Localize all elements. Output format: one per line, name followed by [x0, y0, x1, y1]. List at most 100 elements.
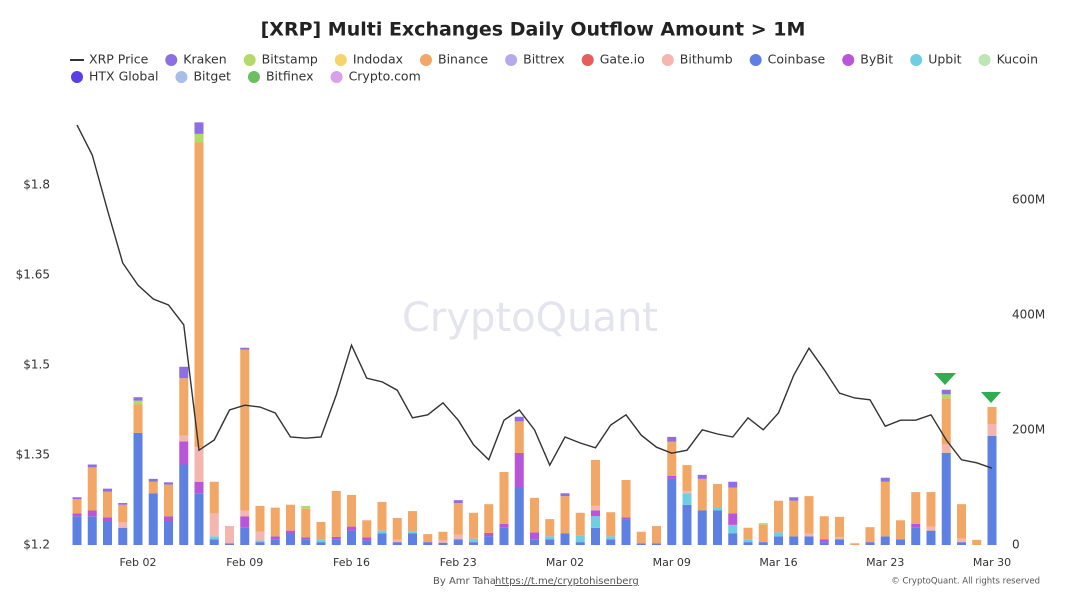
bar-segment — [514, 452, 524, 488]
bar-segment — [316, 539, 326, 543]
bar-segment — [194, 447, 204, 482]
bar-segment — [103, 521, 112, 545]
bar-segment — [591, 505, 600, 511]
bar-segment — [621, 517, 631, 520]
credit-link[interactable]: https://t.me/cryptohisenberg — [495, 576, 639, 587]
x-tick-label: Feb 16 — [333, 556, 370, 569]
bar-segment — [118, 503, 128, 505]
legend-label: Crypto.com — [349, 69, 421, 84]
bar-segment — [697, 510, 707, 545]
legend-swatch — [243, 54, 256, 66]
bar-segment — [103, 517, 112, 522]
bar-segment — [331, 490, 341, 537]
bar-segment — [560, 493, 570, 497]
bar-segment — [362, 537, 372, 541]
bar-segment — [667, 436, 677, 442]
bar-segment — [606, 539, 616, 545]
bar-segment — [743, 539, 753, 543]
bar-segment — [987, 406, 997, 425]
bar-segment — [499, 523, 509, 528]
bar-segment — [118, 521, 128, 528]
bar-segment — [667, 441, 677, 476]
bar-segment — [453, 500, 463, 504]
bar-segment — [835, 516, 844, 537]
bar-segment — [301, 537, 311, 540]
bar-segment — [530, 539, 539, 545]
bar-segment — [545, 539, 555, 545]
bar-segment — [514, 421, 524, 453]
bar-segment — [484, 504, 494, 533]
bar-segment — [804, 496, 814, 534]
bar-segment — [408, 533, 417, 545]
bar-segment — [331, 536, 341, 540]
bar-segment — [682, 490, 692, 494]
bar-segment — [774, 536, 783, 545]
legend-swatch — [505, 54, 518, 66]
bar-segment — [514, 416, 524, 422]
bar-segment — [438, 542, 448, 545]
bar-segment — [911, 492, 921, 524]
bar-segment — [255, 531, 265, 541]
bar-segment — [743, 527, 753, 540]
legend-label: Bitstamp — [262, 52, 318, 67]
bar-segment — [438, 540, 448, 543]
copyright: © CryptoQuant. All rights reserved — [891, 577, 1040, 587]
legend-label: XRP Price — [89, 52, 149, 67]
bar-segment — [789, 536, 799, 545]
bar-segment — [209, 536, 219, 540]
legend-label: ByBit — [860, 52, 893, 67]
bar-segment — [728, 513, 738, 525]
bar-segment — [591, 516, 600, 528]
bar-segment — [347, 526, 356, 531]
legend-label: Coinbase — [768, 52, 826, 67]
bar-segment — [87, 510, 97, 517]
bar-segment — [148, 481, 158, 494]
x-tick-label: Mar 16 — [759, 556, 797, 569]
bar-segment — [941, 389, 951, 395]
bar-segment — [880, 481, 890, 537]
bar-segment — [270, 539, 280, 545]
bar-segment — [560, 496, 570, 534]
bar-segment — [575, 535, 585, 543]
bar-segment — [713, 507, 722, 511]
bar-segment — [469, 538, 478, 543]
legend-label: Bittrex — [523, 52, 565, 67]
bar-segment — [499, 471, 509, 524]
bar-segment — [728, 524, 738, 534]
legend-label: Gate.io — [600, 52, 645, 67]
bar-segment — [926, 530, 936, 545]
bar-segment — [941, 452, 951, 545]
legend-swatch — [334, 54, 347, 66]
bar-segment — [194, 481, 204, 494]
bar-segment — [347, 494, 356, 527]
bar-segment — [87, 464, 97, 468]
bar-segment — [987, 435, 997, 545]
bar-segment — [850, 543, 860, 545]
y2-tick-label: 0 — [1012, 538, 1020, 552]
x-tick-label: Feb 09 — [226, 556, 263, 569]
bar-segment — [530, 532, 539, 540]
bar-segment — [941, 444, 951, 453]
bar-segment — [789, 497, 799, 501]
bar-segment — [362, 520, 372, 538]
bar-segment — [194, 493, 204, 545]
bar-segment — [835, 539, 844, 545]
bar-segment — [652, 543, 661, 545]
bar-segment — [758, 523, 768, 525]
bar-segment — [377, 501, 387, 531]
legend-swatch — [581, 54, 594, 66]
legend-swatch — [420, 54, 432, 66]
bar-segment — [804, 533, 814, 537]
bar-segment — [758, 524, 768, 543]
bar-segment — [987, 424, 997, 436]
bar-segment — [941, 394, 951, 399]
x-tick-label: Mar 09 — [653, 556, 691, 569]
bar-segment — [164, 516, 173, 522]
x-tick-label: Mar 02 — [546, 556, 584, 569]
bar-segment — [255, 505, 265, 532]
bar-segment — [636, 531, 646, 544]
bar-segment — [179, 441, 189, 465]
bar-segment — [789, 500, 799, 537]
bar-segment — [804, 536, 814, 545]
